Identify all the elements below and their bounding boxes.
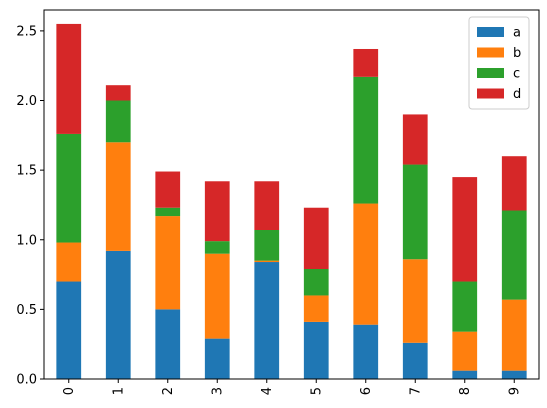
bar-segment-d-9 [501,156,527,211]
bar-segment-a-6 [353,324,379,379]
bar-segment-d-0 [56,23,82,134]
x-tick-label: 9 [507,387,522,395]
legend-label-a: a [513,26,521,41]
bar-segment-c-1 [105,100,131,143]
y-tick-label: 2.5 [16,24,37,39]
y-tick-label: 1.0 [16,233,37,248]
bar-segment-c-0 [56,133,82,243]
y-tick-label: 0.0 [16,373,37,388]
legend-swatch-d [477,88,504,99]
x-tick-label: 3 [210,387,225,395]
bar-segment-c-7 [402,164,428,260]
x-tick-label: 4 [260,387,275,395]
bar-segment-c-6 [353,76,379,204]
bar-segment-c-5 [303,268,329,296]
bar-segment-a-4 [254,262,280,379]
x-tick-label: 2 [161,387,176,395]
x-tick-label: 8 [458,387,473,395]
bar-segment-a-1 [105,250,131,379]
bar-segment-b-4 [254,260,280,263]
bar-segment-b-7 [402,259,428,343]
bar-segment-b-3 [204,253,230,339]
legend-box [468,16,530,110]
bar-segment-d-5 [303,207,329,269]
legend-swatch-b [477,47,504,58]
x-tick-label: 7 [408,387,423,395]
bar-segment-d-8 [452,177,478,282]
bar-segment-d-7 [402,114,428,165]
x-tick-label: 0 [62,387,77,395]
bar-segment-b-6 [353,203,379,325]
legend-label-c: c [513,67,520,82]
bar-segment-a-3 [204,338,230,379]
bar-segment-d-1 [105,85,131,101]
bar-segment-b-1 [105,142,131,251]
bar-segment-c-3 [204,241,230,254]
bar-segment-b-9 [501,299,527,371]
bar-segment-b-0 [56,242,82,282]
bar-segment-d-4 [254,181,280,231]
bar-segment-a-7 [402,342,428,379]
bar-segment-c-9 [501,210,527,300]
bar-segment-a-8 [452,370,478,379]
x-tick-label: 1 [111,387,126,395]
bar-segment-a-2 [155,309,181,379]
plot-frame [43,9,540,380]
y-tick-label: 1.5 [16,164,37,179]
y-axis: 0.0 0.5 1.0 1.5 2.0 2.5 [16,24,44,388]
bar-segment-b-8 [452,331,478,371]
legend-label-b: b [513,46,521,61]
bar-segment-d-3 [204,181,230,242]
x-axis: 0 1 2 3 4 5 6 7 8 9 [62,379,522,395]
bar-segment-d-6 [353,48,379,77]
y-tick-label: 2.0 [16,94,37,109]
x-tick-label: 6 [359,387,374,395]
legend-swatch-c [477,68,504,78]
bar-segment-b-5 [303,295,329,322]
bar-segment-c-8 [452,281,478,332]
bar-segment-a-5 [303,321,329,379]
bars-group [56,23,527,379]
bar-segment-a-9 [501,370,527,379]
legend-swatch-a [477,27,504,37]
bar-segment-a-0 [56,281,82,379]
bar-segment-c-4 [254,230,280,261]
legend-label-d: d [513,87,521,102]
x-tick-label: 5 [309,387,324,395]
bar-segment-c-2 [155,207,181,217]
bar-segment-d-2 [155,171,181,208]
y-tick-label: 0.5 [16,303,37,318]
bar-segment-b-2 [155,216,181,310]
